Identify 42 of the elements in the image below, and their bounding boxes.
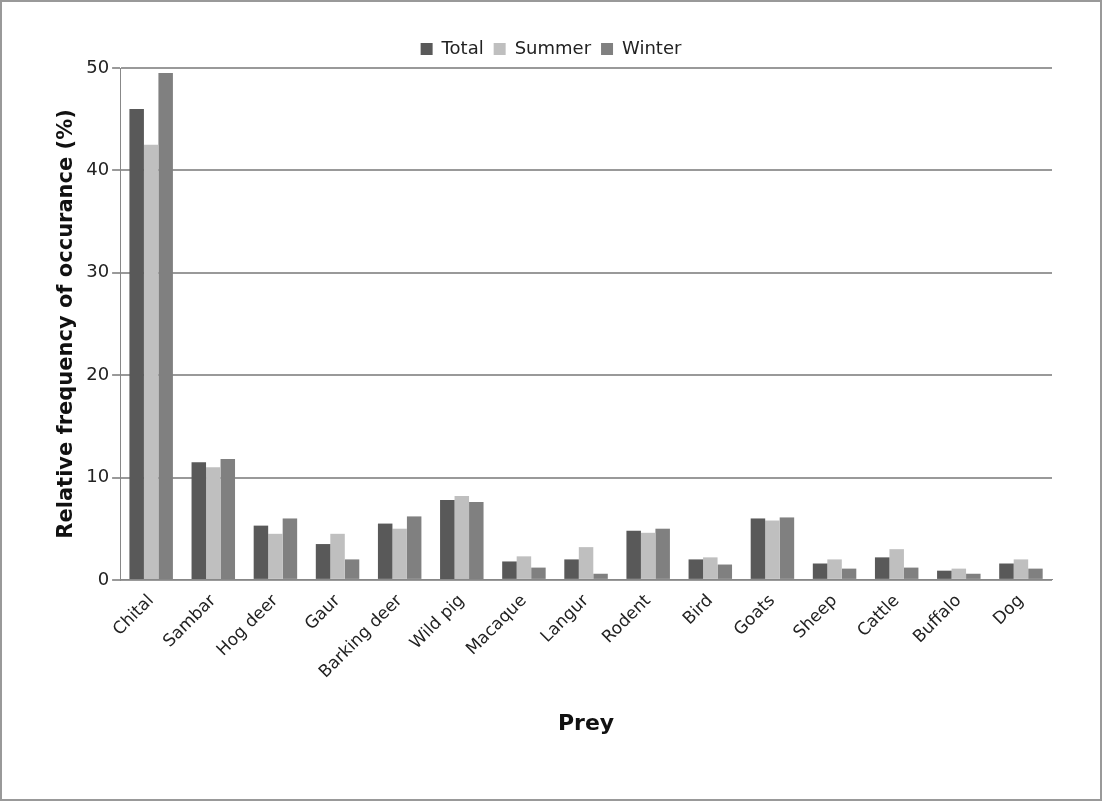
bar — [454, 495, 470, 579]
y-tick-label: 40 — [86, 158, 110, 180]
bar — [377, 523, 393, 579]
y-tick-label: 30 — [86, 260, 110, 282]
bar — [640, 532, 656, 579]
bar — [268, 533, 283, 579]
bar — [564, 559, 579, 579]
legend-label: Total — [440, 36, 484, 58]
bar — [750, 518, 766, 579]
bar — [765, 520, 780, 579]
bar — [392, 528, 407, 579]
bar — [626, 530, 641, 579]
bar — [812, 563, 828, 579]
bar — [999, 563, 1014, 579]
bar — [937, 570, 952, 579]
legend-label: Summer — [514, 36, 592, 58]
bar — [578, 547, 594, 579]
bar — [330, 533, 345, 579]
bar — [440, 500, 455, 579]
bar — [688, 559, 704, 579]
bar — [206, 467, 221, 579]
bar — [253, 525, 269, 579]
bar — [1013, 559, 1029, 579]
y-tick-label: 20 — [86, 362, 110, 384]
bar — [191, 462, 207, 579]
bar — [129, 108, 144, 579]
bar — [502, 561, 517, 579]
y-axis-title: Relative frequency of occurance (%) — [53, 109, 78, 539]
x-axis-title: Prey — [557, 709, 615, 735]
bar — [143, 144, 159, 579]
bar — [951, 568, 967, 579]
legend-label: Winter — [622, 36, 682, 58]
bar — [703, 557, 718, 579]
bar — [889, 549, 904, 579]
y-tick-label: 0 — [97, 567, 110, 589]
y-tick-label: 50 — [86, 55, 110, 77]
x-tick-label: Dog — [988, 589, 1027, 629]
bar — [516, 556, 532, 579]
bar — [874, 557, 890, 579]
y-tick-label: 10 — [86, 465, 110, 487]
bar — [315, 544, 331, 579]
bar — [827, 559, 842, 579]
